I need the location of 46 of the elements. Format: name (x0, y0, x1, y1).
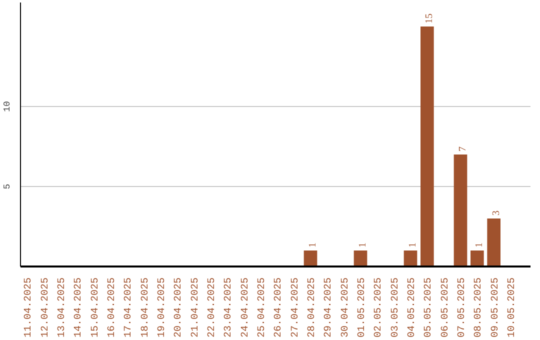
x-tick-label: 12.04.2025 (40, 277, 52, 338)
x-tick-label: 03.05.2025 (390, 277, 402, 338)
x-tick-label: 04.05.2025 (407, 277, 418, 338)
x-tick-label: 20.04.2025 (174, 277, 185, 338)
data-label: 1 (408, 242, 418, 248)
x-tick-label: 16.04.2025 (107, 277, 118, 338)
x-tick-label: 05.05.2025 (424, 277, 435, 338)
data-label: 7 (458, 146, 468, 152)
x-tick-label: 10.05.2025 (507, 277, 518, 338)
x-tick-label: 13.04.2025 (57, 277, 68, 338)
x-tick-label: 28.04.2025 (307, 277, 318, 338)
bar (470, 250, 484, 266)
bar (420, 26, 434, 266)
x-tick-label: 07.05.2025 (457, 277, 468, 338)
x-tick-label: 29.04.2025 (324, 277, 335, 338)
bar (404, 250, 418, 266)
x-tick-label: 19.04.2025 (157, 277, 168, 338)
x-tick-label: 21.04.2025 (190, 277, 202, 338)
y-tick-label: 5 (2, 184, 12, 190)
y-tick-label: 10 (2, 101, 12, 112)
bar (354, 250, 368, 266)
bar (454, 154, 468, 266)
x-tick-label: 09.05.2025 (490, 277, 502, 338)
x-tick-label: 25.04.2025 (257, 277, 268, 338)
x-tick-label: 18.04.2025 (140, 277, 152, 338)
data-label: 15 (424, 14, 436, 24)
bar (304, 250, 318, 266)
x-tick-label: 22.04.2025 (207, 277, 218, 338)
data-label: 3 (490, 210, 502, 216)
x-tick-label: 27.04.2025 (290, 277, 302, 338)
data-label: 1 (358, 242, 368, 248)
x-tick-label: 01.05.2025 (357, 277, 368, 338)
x-tick-label: 30.04.2025 (340, 277, 352, 338)
x-tick-label: 06.05.2025 (440, 277, 452, 338)
x-tick-label: 11.04.2025 (24, 277, 35, 338)
x-tick-label: 26.04.2025 (274, 277, 285, 338)
data-label: 1 (474, 242, 486, 248)
x-tick-label: 15.04.2025 (90, 277, 102, 338)
x-tick-label: 08.05.2025 (474, 277, 485, 338)
data-label: 1 (308, 242, 318, 248)
bar (487, 218, 500, 266)
x-tick-label: 24.04.2025 (240, 277, 252, 338)
x-tick-label: 17.04.2025 (124, 277, 135, 338)
x-tick-label: 14.04.2025 (74, 277, 85, 338)
x-tick-label: 02.05.2025 (374, 277, 385, 338)
x-tick-label: 23.04.2025 (224, 277, 235, 338)
